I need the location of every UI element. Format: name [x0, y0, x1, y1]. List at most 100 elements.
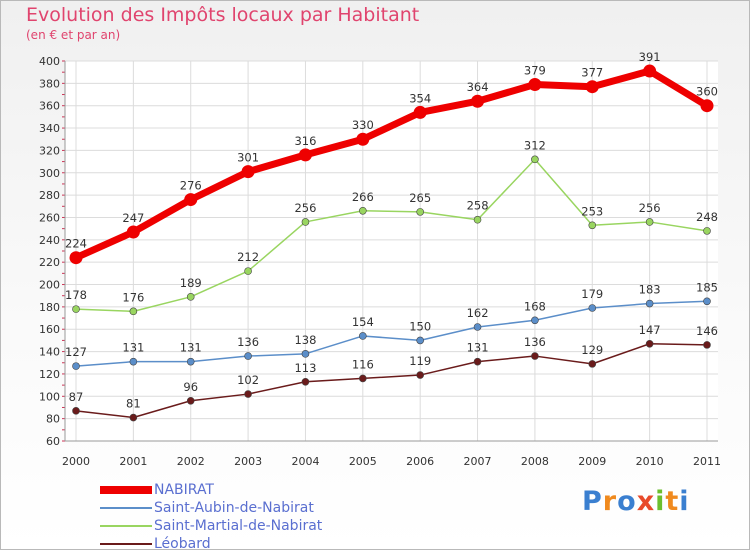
data-point [413, 105, 427, 119]
data-point [531, 316, 539, 325]
data-label: 81 [126, 397, 141, 411]
data-point [301, 218, 310, 226]
data-point [129, 357, 138, 366]
data-label: 129 [581, 343, 603, 357]
x-tick-label: 2007 [464, 455, 492, 468]
data-point [588, 360, 597, 368]
legend-label: Saint-Aubin-de-Nabirat [154, 500, 314, 516]
data-point [184, 193, 198, 207]
data-point [186, 293, 195, 301]
data-label: 113 [294, 361, 316, 375]
y-tick-label: 160 [39, 323, 60, 336]
logo-letter: t [665, 486, 680, 517]
data-point [72, 407, 80, 415]
data-point [531, 155, 539, 164]
data-point [186, 396, 195, 405]
data-label: 258 [467, 199, 489, 213]
logo-letter: r [602, 486, 618, 517]
data-point [703, 341, 711, 349]
data-point [700, 99, 714, 113]
y-tick-label: 140 [39, 346, 60, 359]
data-label: 136 [237, 335, 259, 349]
y-tick-label: 220 [39, 256, 60, 269]
data-label: 178 [65, 288, 87, 302]
data-point [244, 390, 252, 398]
data-label: 316 [294, 134, 316, 148]
x-tick-label: 2005 [349, 455, 377, 468]
legend-swatch [100, 525, 152, 527]
data-label: 248 [696, 210, 718, 224]
data-label: 276 [180, 179, 202, 193]
y-tick-label: 280 [39, 189, 60, 202]
data-label: 301 [237, 151, 259, 165]
chart-title: Evolution des Impôts locaux par Habitant [26, 4, 420, 26]
y-tick-label: 360 [39, 100, 60, 113]
data-label: 154 [352, 315, 374, 329]
legend-swatch [100, 507, 152, 509]
data-point [129, 413, 138, 422]
x-tick-label: 2002 [177, 455, 205, 468]
data-point [72, 362, 80, 370]
data-label: 364 [467, 80, 489, 94]
logo-letter: o [617, 486, 637, 517]
y-tick-label: 300 [39, 167, 60, 180]
data-point [69, 251, 83, 265]
data-label: 212 [237, 250, 259, 264]
data-point [244, 267, 252, 275]
data-label: 119 [409, 354, 431, 368]
logo-letter: i [679, 486, 690, 517]
data-point [359, 374, 367, 383]
data-label: 354 [409, 91, 431, 105]
series-line-0 [72, 67, 711, 262]
data-point [356, 132, 370, 146]
x-tick-label: 2003 [234, 455, 262, 468]
y-tick-label: 400 [39, 55, 60, 68]
y-tick-label: 200 [39, 279, 60, 292]
y-tick-label: 320 [39, 144, 60, 157]
data-label: 312 [524, 138, 546, 152]
data-point [703, 227, 711, 235]
series-line-1 [75, 300, 708, 367]
data-point [241, 165, 255, 179]
logo-letter: x [636, 486, 656, 517]
data-point [416, 208, 424, 216]
data-label: 127 [65, 345, 87, 359]
y-tick-label: 380 [39, 77, 60, 90]
logo-letter: P [582, 486, 603, 517]
legend-label: Saint-Martial-de-Nabirat [154, 518, 323, 534]
data-point [528, 77, 542, 91]
data-point [645, 218, 654, 226]
data-point [588, 221, 597, 230]
data-label: 87 [69, 390, 84, 404]
x-tick-label: 2006 [406, 455, 434, 468]
data-label: 138 [294, 333, 316, 347]
data-point [471, 94, 485, 108]
legend-swatch [100, 543, 152, 545]
data-label: 185 [696, 280, 718, 294]
y-tick-label: 120 [39, 368, 60, 381]
data-label: 179 [581, 287, 603, 301]
x-tick-label: 2004 [291, 455, 319, 468]
legend-item: Saint-Aubin-de-Nabirat [100, 500, 400, 516]
data-label: 116 [352, 357, 374, 371]
data-label: 253 [581, 204, 603, 218]
legend-label: Léobard [154, 536, 211, 552]
data-label: 146 [696, 324, 718, 338]
data-label: 377 [581, 66, 603, 80]
data-point [703, 297, 711, 306]
legend-item: Léobard [100, 536, 400, 552]
data-point [473, 357, 482, 366]
data-label: 147 [639, 323, 661, 337]
data-point [643, 64, 657, 78]
data-label: 256 [294, 201, 316, 215]
x-tick-label: 2008 [521, 455, 549, 468]
data-label: 247 [122, 211, 144, 225]
data-point [585, 80, 599, 94]
data-point [416, 371, 424, 379]
data-point [473, 323, 482, 331]
data-point [645, 339, 654, 348]
chart-subtitle: (en € et par an) [26, 28, 121, 42]
data-label: 162 [467, 306, 489, 320]
data-point [298, 148, 312, 162]
data-label: 131 [467, 341, 489, 355]
